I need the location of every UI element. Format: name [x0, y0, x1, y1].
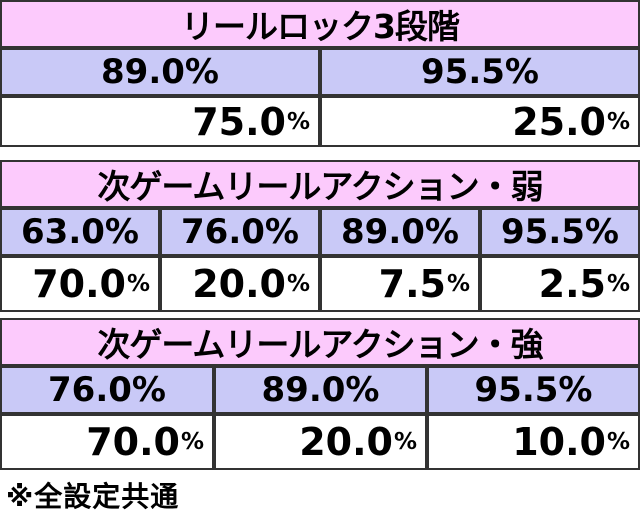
value-number: 70.0 — [32, 262, 126, 306]
strong-action-value-3: 10.0% — [427, 414, 640, 470]
value-number: 20.0 — [192, 262, 286, 306]
value-unit: % — [393, 429, 417, 455]
reel-lock-value-1: 75.0% — [0, 96, 320, 147]
weak-action-value-3: 7.5% — [320, 256, 480, 312]
weak-action-title: 次ゲームリールアクション・弱 — [0, 160, 640, 208]
weak-action-header-1: 63.0% — [0, 208, 160, 256]
value-unit: % — [446, 271, 470, 297]
value-unit: % — [606, 108, 630, 135]
value-unit: % — [606, 429, 630, 455]
strong-action-header-2: 89.0% — [214, 366, 427, 414]
value-number: 25.0 — [512, 99, 606, 144]
value-number: 20.0 — [299, 420, 393, 464]
value-unit: % — [126, 271, 150, 297]
reel-lock-header-1: 89.0% — [0, 48, 320, 96]
reel-lock-table: リールロック3段階 89.0% 95.5% 75.0% 25.0% — [0, 0, 640, 147]
weak-action-value-4: 2.5% — [480, 256, 640, 312]
strong-action-header-3: 95.5% — [427, 366, 640, 414]
weak-action-header-4: 95.5% — [480, 208, 640, 256]
reel-lock-value-2: 25.0% — [320, 96, 640, 147]
value-number: 75.0 — [192, 99, 286, 144]
strong-action-value-1: 70.0% — [0, 414, 214, 470]
strong-action-table: 次ゲームリールアクション・強 76.0% 89.0% 95.5% 70.0% 2… — [0, 318, 640, 470]
value-number: 7.5 — [378, 262, 446, 306]
reel-lock-title: リールロック3段階 — [0, 0, 640, 48]
strong-action-value-2: 20.0% — [214, 414, 427, 470]
value-number: 2.5 — [538, 262, 606, 306]
value-number: 10.0 — [512, 420, 606, 464]
value-number: 70.0 — [86, 420, 180, 464]
value-unit: % — [180, 429, 204, 455]
value-unit: % — [286, 108, 310, 135]
weak-action-header-3: 89.0% — [320, 208, 480, 256]
weak-action-value-1: 70.0% — [0, 256, 160, 312]
reel-lock-header-2: 95.5% — [320, 48, 640, 96]
footnote: ※全設定共通 — [6, 480, 180, 513]
weak-action-header-2: 76.0% — [160, 208, 320, 256]
strong-action-title: 次ゲームリールアクション・強 — [0, 318, 640, 366]
value-unit: % — [286, 271, 310, 297]
strong-action-header-1: 76.0% — [0, 366, 214, 414]
weak-action-value-2: 20.0% — [160, 256, 320, 312]
weak-action-table: 次ゲームリールアクション・弱 63.0% 76.0% 89.0% 95.5% 7… — [0, 160, 640, 312]
value-unit: % — [606, 271, 630, 297]
